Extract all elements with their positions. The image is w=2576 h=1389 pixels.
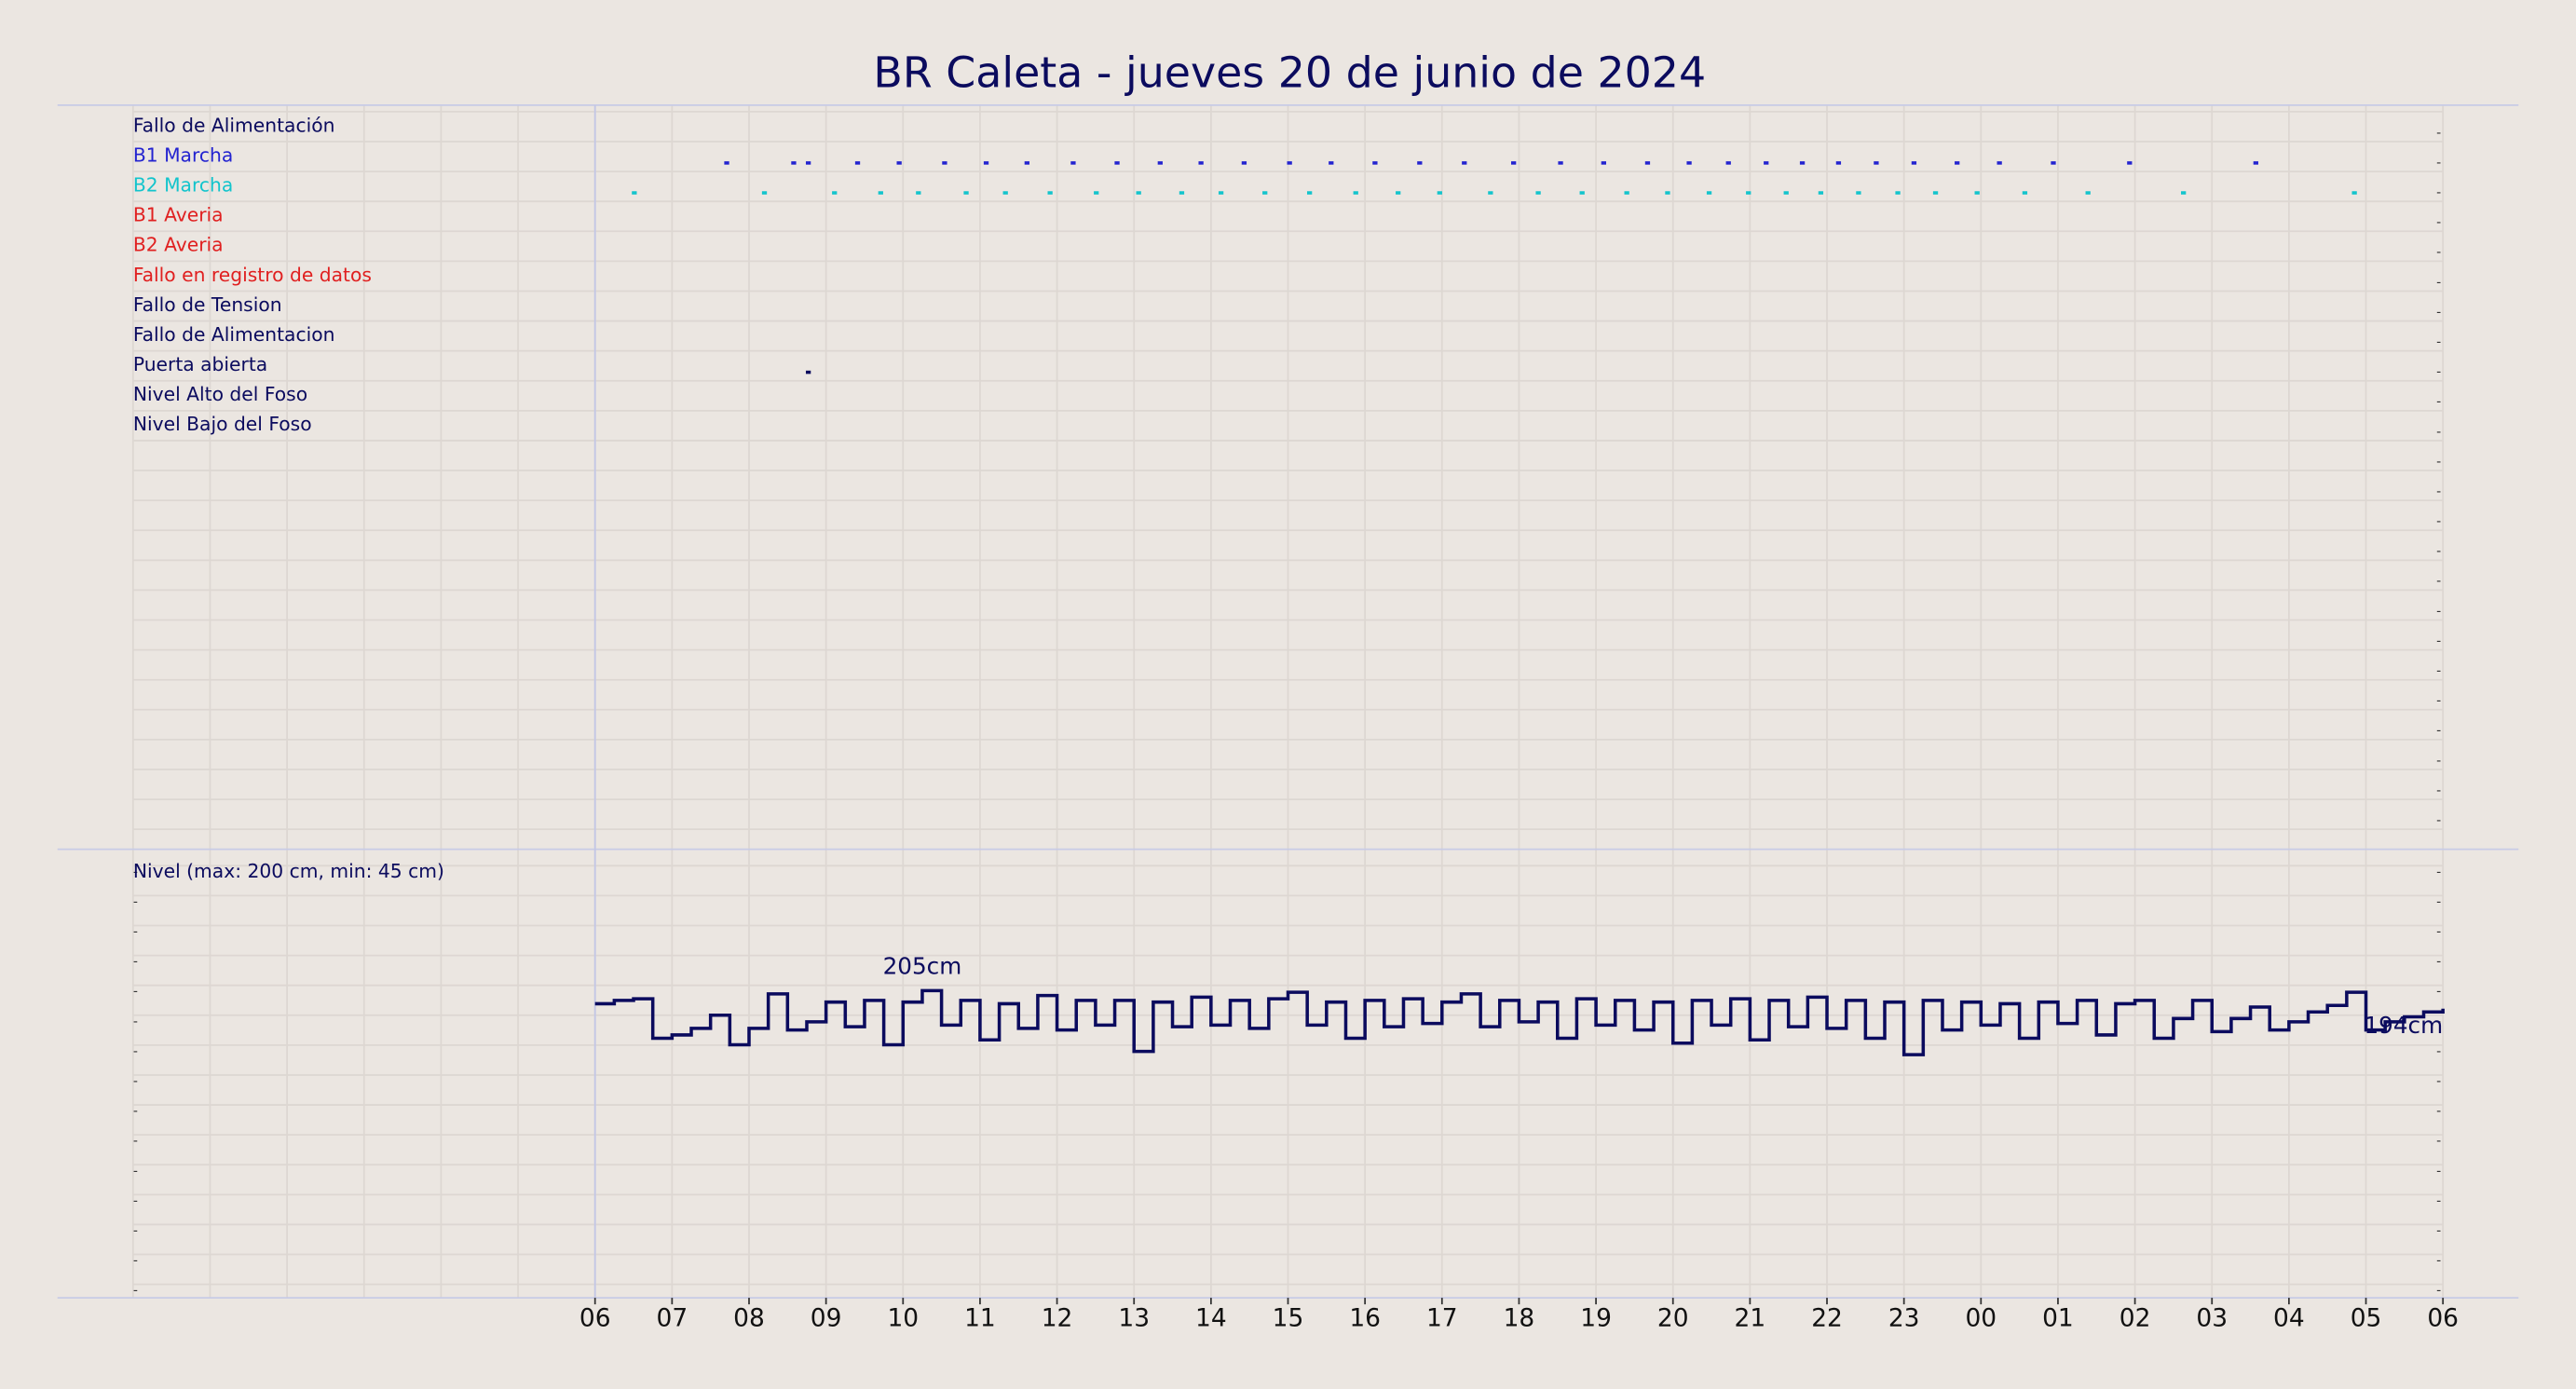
row-dash: - xyxy=(2436,1164,2441,1178)
row-dash: - xyxy=(2436,955,2441,970)
x-tick-label: 18 xyxy=(1504,1304,1535,1333)
row-dash: - xyxy=(2436,185,2441,200)
row-dash: - xyxy=(2436,783,2441,798)
row-dash: - xyxy=(2436,894,2441,909)
annotation: 205cm xyxy=(883,953,962,980)
row-dash: - xyxy=(2436,514,2441,529)
row-dash: - xyxy=(2436,215,2441,230)
row-dash: - xyxy=(2436,813,2441,828)
row-dash: - xyxy=(2436,395,2441,410)
row-dash: - xyxy=(2436,1044,2441,1059)
x-tick-label: 19 xyxy=(1580,1304,1612,1333)
row-dash: - xyxy=(2436,1074,2441,1089)
row-dash: - xyxy=(133,1134,138,1149)
row-dash: - xyxy=(2436,365,2441,380)
legend-label: B1 Averia xyxy=(133,204,224,226)
plot-root: BR Caleta - jueves 20 de junio de 2024 -… xyxy=(57,48,2519,1333)
row-dash: - xyxy=(2436,664,2441,679)
row-dash: - xyxy=(2436,1223,2441,1238)
row-dash: - xyxy=(2436,1284,2441,1299)
row-dash: - xyxy=(2436,275,2441,290)
x-tick-label: 09 xyxy=(811,1304,842,1333)
row-dash: - xyxy=(2436,334,2441,349)
row-dash: - xyxy=(2436,865,2441,879)
row-dash: - xyxy=(2436,754,2441,769)
row-dash: - xyxy=(133,1104,138,1119)
row-dash: - xyxy=(133,1284,138,1299)
x-tick-label: 16 xyxy=(1349,1304,1381,1333)
row-dash: - xyxy=(2436,1015,2441,1029)
row-dash: - xyxy=(133,1254,138,1269)
row-dash: - xyxy=(2436,1193,2441,1208)
row-dash: - xyxy=(2436,156,2441,170)
legend-label: Puerta abierta xyxy=(133,353,267,375)
legend-label: Nivel Alto del Foso xyxy=(133,383,307,405)
row-dash: - xyxy=(2436,694,2441,709)
x-tick-label: 00 xyxy=(1965,1304,1997,1333)
x-tick-label: 15 xyxy=(1273,1304,1304,1333)
row-dash: - xyxy=(133,1074,138,1089)
row-dash: - xyxy=(2436,1134,2441,1149)
row-dash: - xyxy=(2436,604,2441,619)
row-dash: - xyxy=(133,955,138,970)
row-dash: - xyxy=(133,894,138,909)
row-dash: - xyxy=(2436,574,2441,589)
x-tick-label: 07 xyxy=(657,1304,688,1333)
x-tick-label: 12 xyxy=(1042,1304,1073,1333)
x-tick-label: 20 xyxy=(1657,1304,1689,1333)
x-tick-label: 21 xyxy=(1735,1304,1766,1333)
row-dash: - xyxy=(133,985,138,1000)
legend-label: Fallo de Alimentacion xyxy=(133,323,335,346)
row-dash: - xyxy=(2436,305,2441,320)
x-tick-label: 08 xyxy=(733,1304,765,1333)
x-tick-label: 23 xyxy=(1888,1304,1920,1333)
row-dash: - xyxy=(133,1164,138,1178)
row-dash: - xyxy=(2436,1104,2441,1119)
row-dash: - xyxy=(2436,1254,2441,1269)
legend-label: Nivel Bajo del Foso xyxy=(133,413,312,435)
x-tick-label: 13 xyxy=(1118,1304,1150,1333)
x-tick-label: 10 xyxy=(887,1304,919,1333)
row-dash: - xyxy=(133,925,138,940)
x-tick-label: 06 xyxy=(579,1304,611,1333)
row-dash: - xyxy=(133,865,138,879)
annotation: 194cm xyxy=(2364,1012,2443,1039)
x-tick-label: 02 xyxy=(2119,1304,2151,1333)
row-dash: - xyxy=(2436,245,2441,260)
row-dash: - xyxy=(2436,925,2441,940)
row-dash: - xyxy=(2436,484,2441,499)
row-dash: - xyxy=(133,1193,138,1208)
panel-title: Nivel (max: 200 cm, min: 45 cm) xyxy=(133,860,444,882)
x-tick-label: 11 xyxy=(964,1304,996,1333)
legend-label: B1 Marcha xyxy=(133,143,233,166)
legend-label: Fallo de Alimentación xyxy=(133,114,335,136)
x-tick-label: 03 xyxy=(2196,1304,2228,1333)
row-dash: - xyxy=(2436,425,2441,440)
x-tick-label: 14 xyxy=(1195,1304,1227,1333)
row-dash: - xyxy=(2436,544,2441,559)
x-tick-label: 05 xyxy=(2351,1304,2382,1333)
row-dash: - xyxy=(2436,633,2441,648)
x-tick-label: 06 xyxy=(2427,1304,2459,1333)
level-line xyxy=(594,988,2445,1056)
legend-label: B2 Marcha xyxy=(133,173,233,196)
row-dash: - xyxy=(2436,724,2441,739)
row-dash: - xyxy=(2436,455,2441,470)
x-tick-label: 17 xyxy=(1426,1304,1458,1333)
x-tick-label: 04 xyxy=(2273,1304,2305,1333)
legend-label: B2 Averia xyxy=(133,234,224,256)
row-dash: - xyxy=(133,1044,138,1059)
legend-label: Fallo de Tension xyxy=(133,293,282,316)
row-dash: - xyxy=(2436,126,2441,141)
row-dash: - xyxy=(2436,985,2441,1000)
row-dash: - xyxy=(133,1015,138,1029)
row-dash: - xyxy=(133,1223,138,1238)
legend-label: Fallo en registro de datos xyxy=(133,264,372,286)
x-tick-label: 22 xyxy=(1811,1304,1843,1333)
x-tick-label: 01 xyxy=(2042,1304,2074,1333)
chart-title: BR Caleta - jueves 20 de junio de 2024 xyxy=(873,48,1706,98)
